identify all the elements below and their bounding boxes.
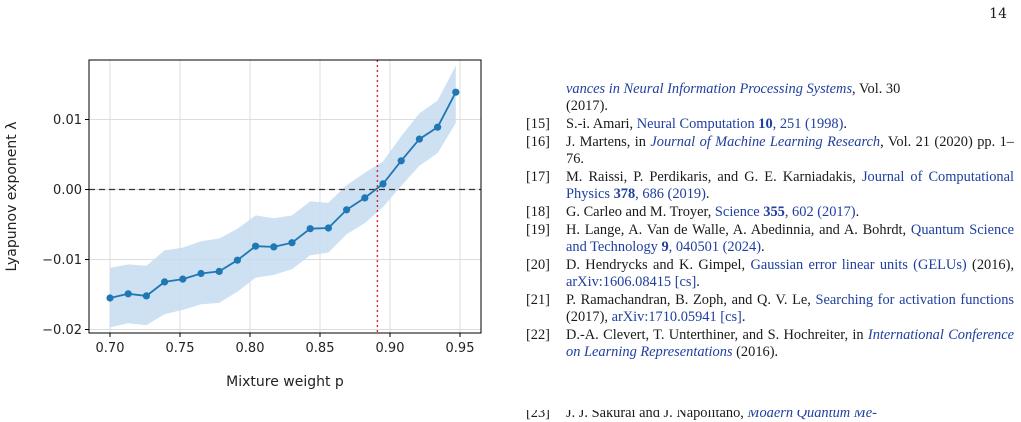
data-point [324,224,332,232]
data-point [197,269,205,278]
data-point [434,123,442,131]
reference-22: [22] D.-A. Clevert, T. Unterthiner, and … [526,327,1014,360]
data-point [379,180,387,188]
x-tick-label: 0.75 [166,341,195,356]
reference-17: [17] M. Raissi, P. Perdikaris, and G. E.… [526,169,1014,202]
data-point [233,256,241,264]
reference-14-link[interactable]: vances in Neural Information Processing … [566,81,853,97]
reference-19: [19] H. Lange, A. Van de Walle, A. Abedi… [526,222,1014,255]
reference-20-arxiv-link[interactable]: arXiv:1606.08415 [cs] [566,274,697,290]
data-point [415,135,423,143]
reference-17-link[interactable]: Journal of Computational Physics 378, 68… [566,169,1014,202]
page-number: 14 [989,6,1007,22]
reference-16: [16] J. Martens, in Journal of Machine L… [526,134,1014,167]
x-tick-label: 0.95 [446,341,475,356]
lyapunov-chart: 0.70 0.75 0.80 0.85 0.90 0.95 −0.02 −0.01 0.00 0… [4,59,482,390]
data-point [106,294,114,302]
reference-15-link[interactable]: Neural Computation 10, 251 (1998) [636,116,844,132]
x-tick-label: 0.90 [376,341,405,356]
reference-22-link[interactable]: International Conference on Learning Rep… [566,327,1014,360]
reference-18: [18] G. Carleo and M. Troyer, Science 35… [526,204,860,220]
data-point [142,292,150,300]
reference-21-link[interactable]: Searching for activation functions [815,292,1015,308]
reference-16-link[interactable]: Journal of Machine Learning Research [650,134,881,150]
plot-frame [88,59,482,334]
data-point [215,267,223,275]
data-point [179,275,187,283]
uncertainty-band [110,65,456,328]
y-tick-label: −0.01 [42,253,82,268]
x-ticks: 0.70 0.75 0.80 0.85 0.90 0.95 [96,333,475,356]
x-tick-label: 0.85 [306,341,335,356]
data-point [288,239,296,247]
x-tick-label: 0.80 [236,341,265,356]
reference-18-link[interactable]: Science 355, 602 (2017) [714,204,856,220]
reference-21: [21] P. Ramachandran, B. Zoph, and Q. V.… [526,292,1015,325]
y-axis-label: Lyapunov exponent λ [4,121,20,271]
reference-15: [15] S.-i. Amari, Neural Computation 10,… [526,116,848,132]
reference-list: vances in Neural Information Processing … [526,81,1014,362]
x-axis-label: Mixture weight p [226,374,344,390]
y-ticks: −0.02 −0.01 0.00 0.01 [42,113,89,338]
data-point [252,242,260,250]
y-tick-label: −0.02 [42,323,82,338]
data-point [161,278,169,286]
reference-19-link[interactable]: Quantum Science and Technology 9, 040501… [566,222,1014,255]
y-tick-label: 0.00 [53,183,82,198]
data-point [452,88,460,96]
reference-14-continued: vances in Neural Information Processing … [566,81,901,114]
reference-23-link[interactable]: Modern Quantum Me- [747,410,877,421]
x-tick-label: 0.70 [96,341,125,356]
reference-20-link[interactable]: Gaussian error linear units (GELUs) [750,257,967,273]
data-point [397,157,405,165]
data-point [361,194,369,202]
data-point [270,243,278,251]
reference-21-arxiv-link[interactable]: arXiv:1710.05941 [cs] [611,309,742,325]
data-point [343,206,351,214]
y-tick-label: 0.01 [53,113,82,128]
reference-20: [20] D. Hendrycks and K. Gimpel, Gaussia… [526,257,1014,290]
data-point [124,290,132,298]
reference-23-clipped: [23] J. J. Sakurai and J. Napolitano, Mo… [526,410,1014,422]
data-point [306,225,314,233]
series-points [106,88,460,302]
